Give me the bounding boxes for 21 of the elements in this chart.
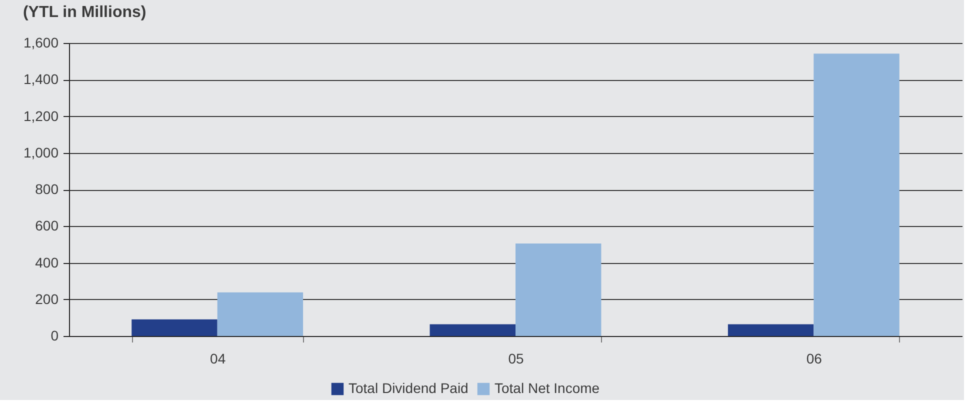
y-tick-label: 0 <box>50 328 59 344</box>
y-tick-label: 200 <box>35 290 59 307</box>
y-tick-label: 400 <box>35 254 59 270</box>
y-tick-label: 600 <box>35 218 59 234</box>
legend-label: Total Dividend Paid <box>348 380 468 396</box>
y-tick-label: 800 <box>35 181 59 197</box>
y-tick-label: 1,000 <box>23 144 59 160</box>
bar <box>217 292 304 336</box>
x-tick-label: 06 <box>806 350 822 366</box>
bar <box>132 319 218 336</box>
bar <box>728 324 814 336</box>
legend-label: Total Net Income <box>494 380 600 396</box>
bar <box>430 324 516 336</box>
bar <box>516 244 602 336</box>
bar <box>814 54 900 336</box>
y-tick-label: 1,600 <box>23 34 59 50</box>
x-tick-label: 05 <box>508 350 524 366</box>
x-tick-label: 04 <box>210 350 226 366</box>
y-tick-label: 1,200 <box>23 108 59 124</box>
chart-title: (YTL in Millions) <box>22 4 146 21</box>
y-tick-label: 1,400 <box>23 71 59 88</box>
